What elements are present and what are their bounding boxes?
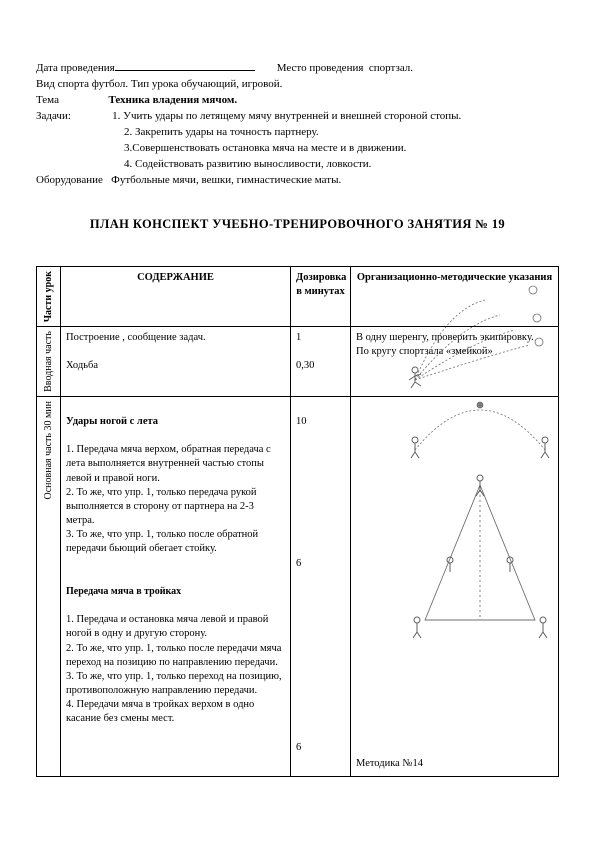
equip-label: Оборудование: [36, 174, 103, 186]
intro-part-label: Вводная часть: [42, 331, 56, 392]
main-p2: 2. То же, что упр. 1, только передача ру…: [66, 487, 257, 526]
main-title-1: Удары ногой с лета: [66, 416, 158, 427]
place-label: Место проведения: [277, 62, 364, 74]
figure-arc-diagram: [405, 390, 555, 460]
document-header: Дата проведения Место проведения спортза…: [36, 60, 559, 189]
equip-value: Футбольные мячи, вешки, гимнастические м…: [111, 174, 341, 186]
main-q4: 4. Передачи мяча в тройках верхом в одно…: [66, 699, 254, 724]
main-q2: 2. То же, что упр. 1, только после перед…: [66, 643, 281, 668]
sport-line: Вид спорта футбол. Тип урока обучающий, …: [36, 77, 559, 93]
figure-triangle-diagram: [405, 470, 555, 640]
task-3: 3.Совершенствовать остановка мяча на мес…: [36, 141, 559, 157]
tasks-label: Задачи:: [36, 110, 71, 122]
main-dose-3: 6: [296, 742, 301, 753]
theme-value: Техника владения мячом.: [108, 94, 237, 106]
task-2: 2. Закрепить удары на точность партнеру.: [36, 125, 559, 141]
plan-title: ПЛАН КОНСПЕКТ УЧЕБНО-ТРЕНИРОВОЧНОГО ЗАНЯ…: [36, 217, 559, 232]
intro-content-2: Ходьба: [66, 360, 98, 371]
main-notes: Методика №14: [356, 758, 423, 769]
date-underline: [115, 60, 255, 71]
date-label: Дата проведения: [36, 62, 115, 74]
main-title-2: Передача мяча в тройках: [66, 586, 181, 597]
main-q1: 1. Передача и остановка мяча левой и пра…: [66, 614, 268, 639]
place-value: спортзал.: [369, 62, 413, 74]
col-content-header: СОДЕРЖАНИЕ: [61, 266, 291, 326]
figure-volley-diagram: [405, 270, 555, 390]
intro-content-1: Построение , сообщение задач.: [66, 332, 206, 343]
intro-dose-1: 1: [296, 332, 301, 343]
task-1: 1. Учить удары по летящему мячу внутренн…: [112, 110, 461, 122]
main-dose-1: 10: [296, 416, 307, 427]
intro-dose-2: 0,30: [296, 360, 314, 371]
main-p3: 3. То же, что упр. 1, только после обрат…: [66, 529, 258, 554]
col-dose-header: Дозировка в минутах: [291, 266, 351, 326]
main-p1: 1. Передача мяча верхом, обратная переда…: [66, 444, 271, 483]
col-part-header: Части урок: [42, 271, 56, 322]
task-4: 4. Содействовать развитию выносливости, …: [36, 157, 559, 173]
main-part-label: Основная часть 30 мин: [42, 401, 56, 500]
theme-label: Тема: [36, 94, 59, 106]
main-dose-2: 6: [296, 558, 301, 569]
main-q3: 3. То же, что упр. 1, только переход на …: [66, 671, 282, 696]
